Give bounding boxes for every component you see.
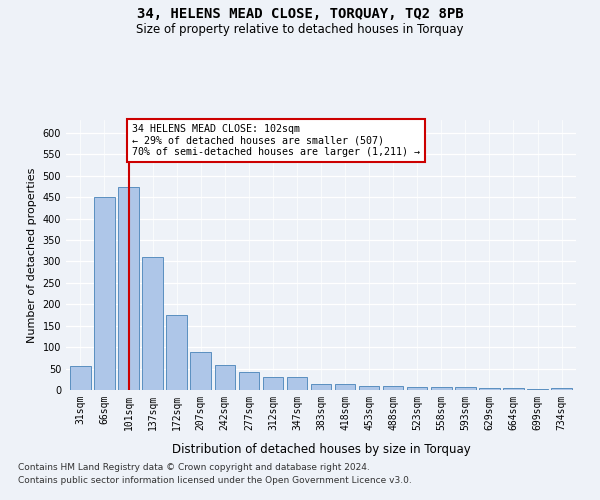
Bar <box>239 372 259 390</box>
Bar <box>527 389 548 390</box>
Bar <box>383 386 403 390</box>
Text: 34, HELENS MEAD CLOSE, TORQUAY, TQ2 8PB: 34, HELENS MEAD CLOSE, TORQUAY, TQ2 8PB <box>137 8 463 22</box>
Bar <box>287 377 307 390</box>
Bar <box>263 377 283 390</box>
Text: Contains HM Land Registry data © Crown copyright and database right 2024.: Contains HM Land Registry data © Crown c… <box>18 464 370 472</box>
Text: 34 HELENS MEAD CLOSE: 102sqm
← 29% of detached houses are smaller (507)
70% of s: 34 HELENS MEAD CLOSE: 102sqm ← 29% of de… <box>132 124 420 158</box>
Bar <box>455 386 476 390</box>
Bar <box>190 352 211 390</box>
Bar <box>94 197 115 390</box>
Bar <box>311 384 331 390</box>
Bar <box>166 315 187 390</box>
Bar <box>118 188 139 390</box>
Bar <box>359 386 379 390</box>
Bar <box>431 387 452 390</box>
Bar <box>335 384 355 390</box>
Y-axis label: Number of detached properties: Number of detached properties <box>27 168 37 342</box>
Bar <box>70 366 91 390</box>
Bar <box>479 388 500 390</box>
Text: Contains public sector information licensed under the Open Government Licence v3: Contains public sector information licen… <box>18 476 412 485</box>
Bar <box>551 388 572 390</box>
Text: Size of property relative to detached houses in Torquay: Size of property relative to detached ho… <box>136 22 464 36</box>
Text: Distribution of detached houses by size in Torquay: Distribution of detached houses by size … <box>172 442 470 456</box>
Bar <box>215 365 235 390</box>
Bar <box>407 387 427 390</box>
Bar <box>142 256 163 390</box>
Bar <box>503 388 524 390</box>
